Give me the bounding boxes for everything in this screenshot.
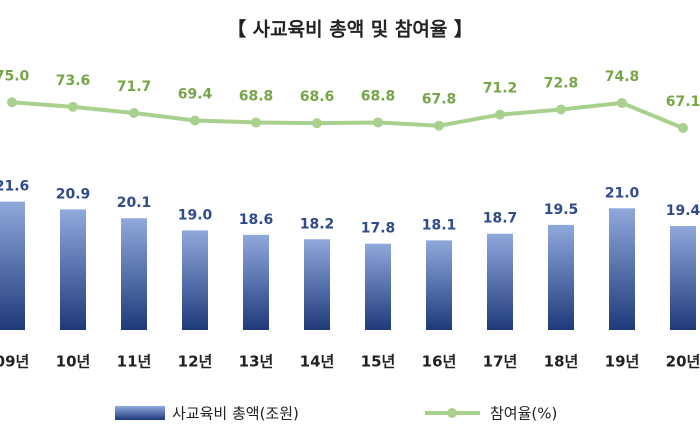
bar-value-label: 19.0 xyxy=(178,207,213,223)
line-value-label: 75.0 xyxy=(0,68,30,84)
bar-value-label: 19.5 xyxy=(544,202,579,218)
line-marker xyxy=(312,118,322,129)
x-tick-label: 14년 xyxy=(300,353,335,371)
line-value-label: 68.6 xyxy=(300,89,335,105)
line-value-label: 67.8 xyxy=(422,92,457,108)
bar-value-label: 20.1 xyxy=(117,195,152,211)
line-marker xyxy=(678,122,688,133)
line-marker xyxy=(495,109,505,120)
bar xyxy=(304,239,330,330)
legend-swatch xyxy=(115,406,165,420)
x-tick-label: 19년 xyxy=(605,353,640,371)
line-marker xyxy=(373,117,383,128)
x-tick-label: 11년 xyxy=(117,353,152,371)
bar xyxy=(243,234,269,330)
bar-value-label: 21.6 xyxy=(0,179,29,195)
bar xyxy=(670,225,696,330)
x-tick-label: 12년 xyxy=(178,353,213,371)
x-tick-label: 17년 xyxy=(483,353,518,371)
x-tick-label: 10년 xyxy=(56,353,91,371)
bar xyxy=(0,201,25,330)
bar xyxy=(121,218,147,330)
bar xyxy=(426,240,452,330)
bar-value-label: 21.0 xyxy=(605,185,640,201)
line-marker xyxy=(556,104,566,115)
x-tick-label: 13년 xyxy=(239,353,274,371)
x-tick-label: 18년 xyxy=(544,353,579,371)
legend-label: 사교육비 총액(조원) xyxy=(172,405,299,423)
bar-value-label: 18.7 xyxy=(483,211,518,227)
line-marker xyxy=(68,101,78,112)
line-value-label: 67.1 xyxy=(666,94,700,110)
line-marker xyxy=(7,97,17,108)
x-tick-label: 15년 xyxy=(361,353,396,371)
bar xyxy=(548,224,574,330)
line-marker xyxy=(617,97,627,108)
bar-value-label: 17.8 xyxy=(361,221,396,237)
bar xyxy=(60,209,86,330)
chart-title: 【 사교육비 총액 및 참여율 】 xyxy=(227,18,473,41)
line-marker xyxy=(251,117,261,128)
line-value-label: 68.8 xyxy=(361,88,396,104)
line-value-label: 73.6 xyxy=(56,73,91,89)
line-value-label: 69.4 xyxy=(178,87,213,103)
bar xyxy=(365,243,391,330)
x-tick-label: 20년 xyxy=(666,353,700,371)
line-marker xyxy=(129,108,139,119)
x-tick-label: 09년 xyxy=(0,353,29,371)
line-value-label: 71.2 xyxy=(483,81,518,97)
line-value-label: 71.7 xyxy=(117,79,152,95)
bar xyxy=(182,230,208,330)
legend-label: 참여율(%) xyxy=(490,405,557,423)
line-marker xyxy=(434,120,444,131)
line xyxy=(11,100,684,130)
bar-value-label: 20.9 xyxy=(56,186,91,202)
bar xyxy=(609,208,635,330)
bar xyxy=(487,233,513,330)
bar-value-label: 18.6 xyxy=(239,212,274,228)
bar-value-label: 18.2 xyxy=(300,216,335,232)
line-marker xyxy=(190,115,200,126)
line-value-label: 68.8 xyxy=(239,88,274,104)
bar-value-label: 18.1 xyxy=(422,217,457,233)
legend-swatch xyxy=(447,408,457,418)
x-tick-label: 16년 xyxy=(422,353,457,371)
bar-value-label: 19.4 xyxy=(666,203,700,219)
line-value-label: 72.8 xyxy=(544,75,579,91)
line-value-label: 74.8 xyxy=(605,69,640,85)
